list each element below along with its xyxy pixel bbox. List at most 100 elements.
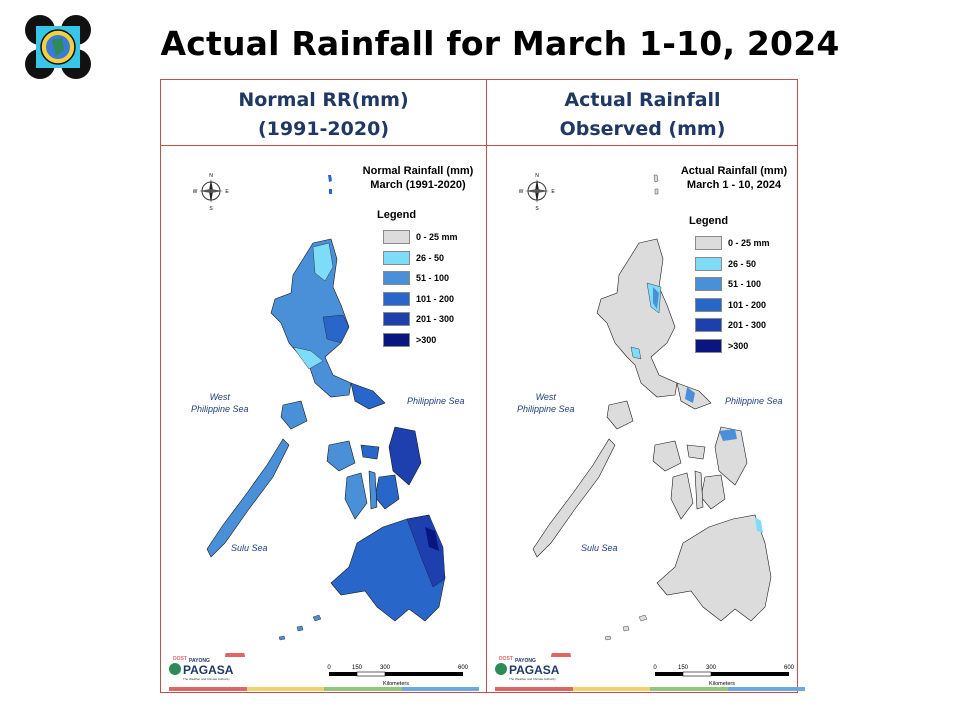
svg-text:The Weather and Climate Author: The Weather and Climate Authority (509, 677, 556, 681)
pagasa-logo: DOST PAYONG PAGASA The Weather and Clima… (169, 653, 245, 681)
legend-swatch (383, 271, 410, 286)
compass-w: W (193, 189, 198, 195)
compass-rose-icon: N S E W (519, 173, 555, 211)
legend-swatch (695, 277, 722, 292)
slide-title: Actual Rainfall for March 1-10, 2024 (160, 24, 840, 63)
legend-item: >300 (383, 330, 458, 351)
compass-s: S (209, 206, 213, 211)
legend-label: 101 - 200 (416, 293, 455, 304)
comparison-frame: Normal RR(mm) (1991-2020) Actual Rainfal… (160, 79, 805, 693)
color-strip-segment (727, 687, 805, 691)
legend-item: 201 - 300 (695, 315, 770, 336)
color-strip-segment (401, 687, 479, 691)
legend-label: 101 - 200 (728, 299, 767, 310)
dost-logo (25, 15, 91, 79)
legend-swatch (383, 332, 410, 347)
mindoro-island (280, 400, 308, 430)
color-strip-segment (169, 687, 247, 691)
svg-text:PAYONG: PAYONG (189, 658, 210, 664)
actual-header-line2: Observed (mm) (559, 118, 726, 140)
scale-bar: 0 150 300 600 Kilometers (653, 665, 795, 687)
philippine-sea-label: Philippine Sea (407, 396, 465, 406)
pagasa-logo: DOST PAYONG PAGASA The Weather and Clima… (495, 653, 571, 681)
header-divider (161, 145, 797, 146)
compass-s: S (535, 206, 539, 211)
svg-text:PAGASA: PAGASA (509, 663, 560, 677)
actual-map-title: Actual Rainfall (mm) March 1 - 10, 2024 (659, 164, 809, 192)
actual-rainfall-map: N S E W Actual Rainfall (mm) March 1 - 1… (489, 147, 811, 692)
compass-n: N (535, 173, 539, 179)
color-strip-segment (324, 687, 402, 691)
legend-item: 26 - 50 (695, 254, 770, 275)
color-strip (169, 687, 479, 691)
legend-swatch (695, 318, 722, 333)
normal-header-line1: Normal RR(mm) (238, 89, 409, 111)
svg-text:Kilometers: Kilometers (709, 681, 735, 687)
legend-label: 201 - 300 (416, 314, 455, 325)
color-strip-segment (650, 687, 728, 691)
west-philippine-sea-label: West Philippine Sea (517, 392, 575, 414)
svg-text:300: 300 (706, 665, 717, 671)
samar-island (388, 426, 422, 486)
scale-bar: 0 150 300 600 Kilometers (327, 665, 469, 687)
legend-swatch (695, 256, 722, 271)
legend-swatch (695, 338, 722, 353)
actual-legend: Legend 0 - 25 mm 26 - 50 51 - 100 101 - 200… (689, 215, 770, 356)
svg-text:DOST: DOST (173, 656, 187, 662)
svg-text:600: 600 (784, 665, 795, 671)
normal-header-line2: (1991-2020) (257, 118, 389, 140)
compass-n: N (209, 173, 213, 179)
legend-items: 0 - 25 mm 26 - 50 51 - 100 101 - 200 201 - 3… (695, 233, 770, 356)
svg-text:0: 0 (327, 665, 331, 671)
compass-w: W (519, 189, 524, 195)
svg-text:Kilometers: Kilometers (383, 681, 409, 687)
color-strip-segment (572, 687, 650, 691)
actual-panel-header: Actual Rainfall Observed (mm) (487, 86, 798, 144)
compass-rose-icon: N S E W (193, 173, 229, 211)
svg-text:300: 300 (380, 665, 391, 671)
normal-rainfall-map: N S E W Normal Rainfall (mm) March (1991… (163, 147, 485, 692)
philippines-map-normal (206, 175, 446, 641)
legend-item: 51 - 100 (383, 268, 458, 289)
west-philippine-sea-label: West Philippine Sea (191, 392, 249, 414)
normal-map-title-line2: March (1991-2020) (370, 179, 466, 191)
actual-map-title-line2: March 1 - 10, 2024 (686, 179, 782, 191)
actual-header-line1: Actual Rainfall (564, 89, 721, 111)
color-strip (495, 687, 805, 691)
color-strip-segment (246, 687, 324, 691)
legend-items: 0 - 25 mm 26 - 50 51 - 100 101 - 200 201 - 3… (383, 227, 458, 350)
legend-label: 0 - 25 mm (728, 238, 770, 249)
legend-swatch (383, 250, 410, 265)
legend-item: 0 - 25 mm (383, 227, 458, 248)
normal-map-title-line1: Normal Rainfall (mm) (362, 165, 474, 177)
sulu-sea-label: Sulu Sea (581, 543, 618, 553)
legend-swatch (383, 291, 410, 306)
batanes (328, 175, 332, 194)
legend-swatch (695, 236, 722, 251)
color-strip-segment (495, 687, 573, 691)
legend-label: 201 - 300 (728, 320, 767, 331)
legend-item: >300 (695, 336, 770, 357)
svg-text:PAYONG: PAYONG (515, 658, 536, 664)
compass-e: E (551, 189, 555, 195)
normal-map-title: Normal Rainfall (mm) March (1991-2020) (343, 164, 485, 192)
legend-item: 101 - 200 (695, 295, 770, 316)
legend-title: Legend (689, 215, 729, 227)
actual-map-title-line1: Actual Rainfall (mm) (680, 165, 788, 177)
legend-label: >300 (728, 340, 749, 351)
philippines-map-actual (532, 174, 772, 641)
svg-text:0: 0 (653, 665, 657, 671)
luzon-island (596, 238, 678, 398)
legend-item: 26 - 50 (383, 248, 458, 269)
svg-text:DOST: DOST (499, 656, 513, 662)
legend-swatch (383, 230, 410, 245)
philippine-sea-label: Philippine Sea (725, 396, 783, 406)
svg-text:600: 600 (458, 665, 469, 671)
legend-swatch (695, 297, 722, 312)
legend-label: 26 - 50 (728, 258, 757, 269)
legend-item: 0 - 25 mm (695, 233, 770, 254)
legend-label: 51 - 100 (416, 273, 450, 284)
column-divider (486, 80, 487, 692)
palawan-island (206, 438, 290, 558)
legend-item: 201 - 300 (383, 309, 458, 330)
